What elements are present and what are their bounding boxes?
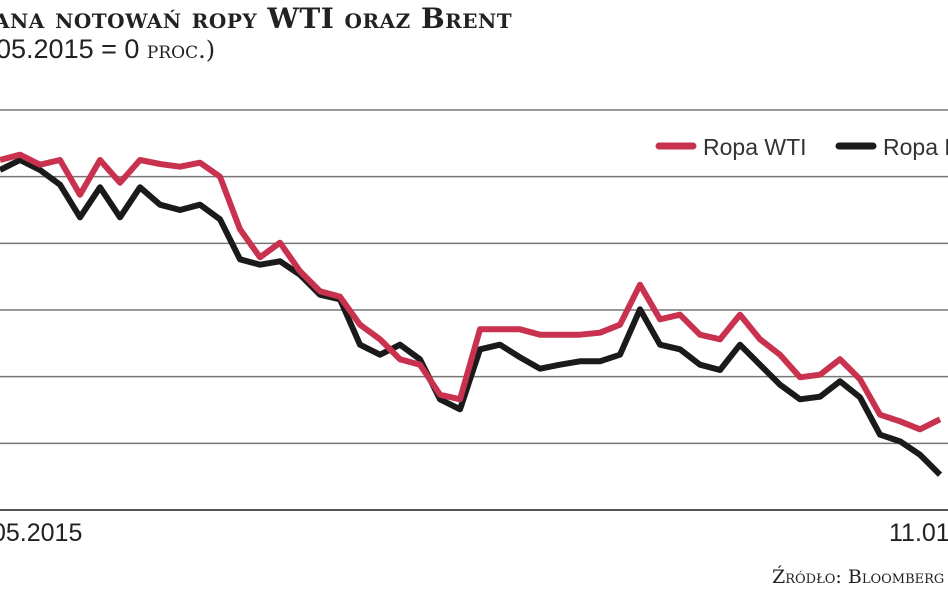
series-line-ropa-brent [0,157,943,477]
source-note: Źródło: Bloomberg [772,566,945,588]
legend-label-brent: Ropa Brent [883,134,948,160]
gridlines [0,109,948,511]
subtitle-date: 05.2015 = 0 [0,34,147,64]
chart-title: ana notowań ropy WTI oraz Brent [0,2,513,35]
chart-subtitle: 05.2015 = 0 proc.) [0,34,215,65]
x-tick-label-start: 05.2015 [0,519,82,547]
series-lines [0,151,943,477]
subtitle-unit: proc.) [146,36,216,64]
legend: Ropa WTI Ropa Brent [655,134,948,160]
legend-label-wti: Ropa WTI [703,134,807,160]
x-tick-label-end: 11.01 [889,519,948,547]
series-line-ropa-wti [0,151,942,433]
